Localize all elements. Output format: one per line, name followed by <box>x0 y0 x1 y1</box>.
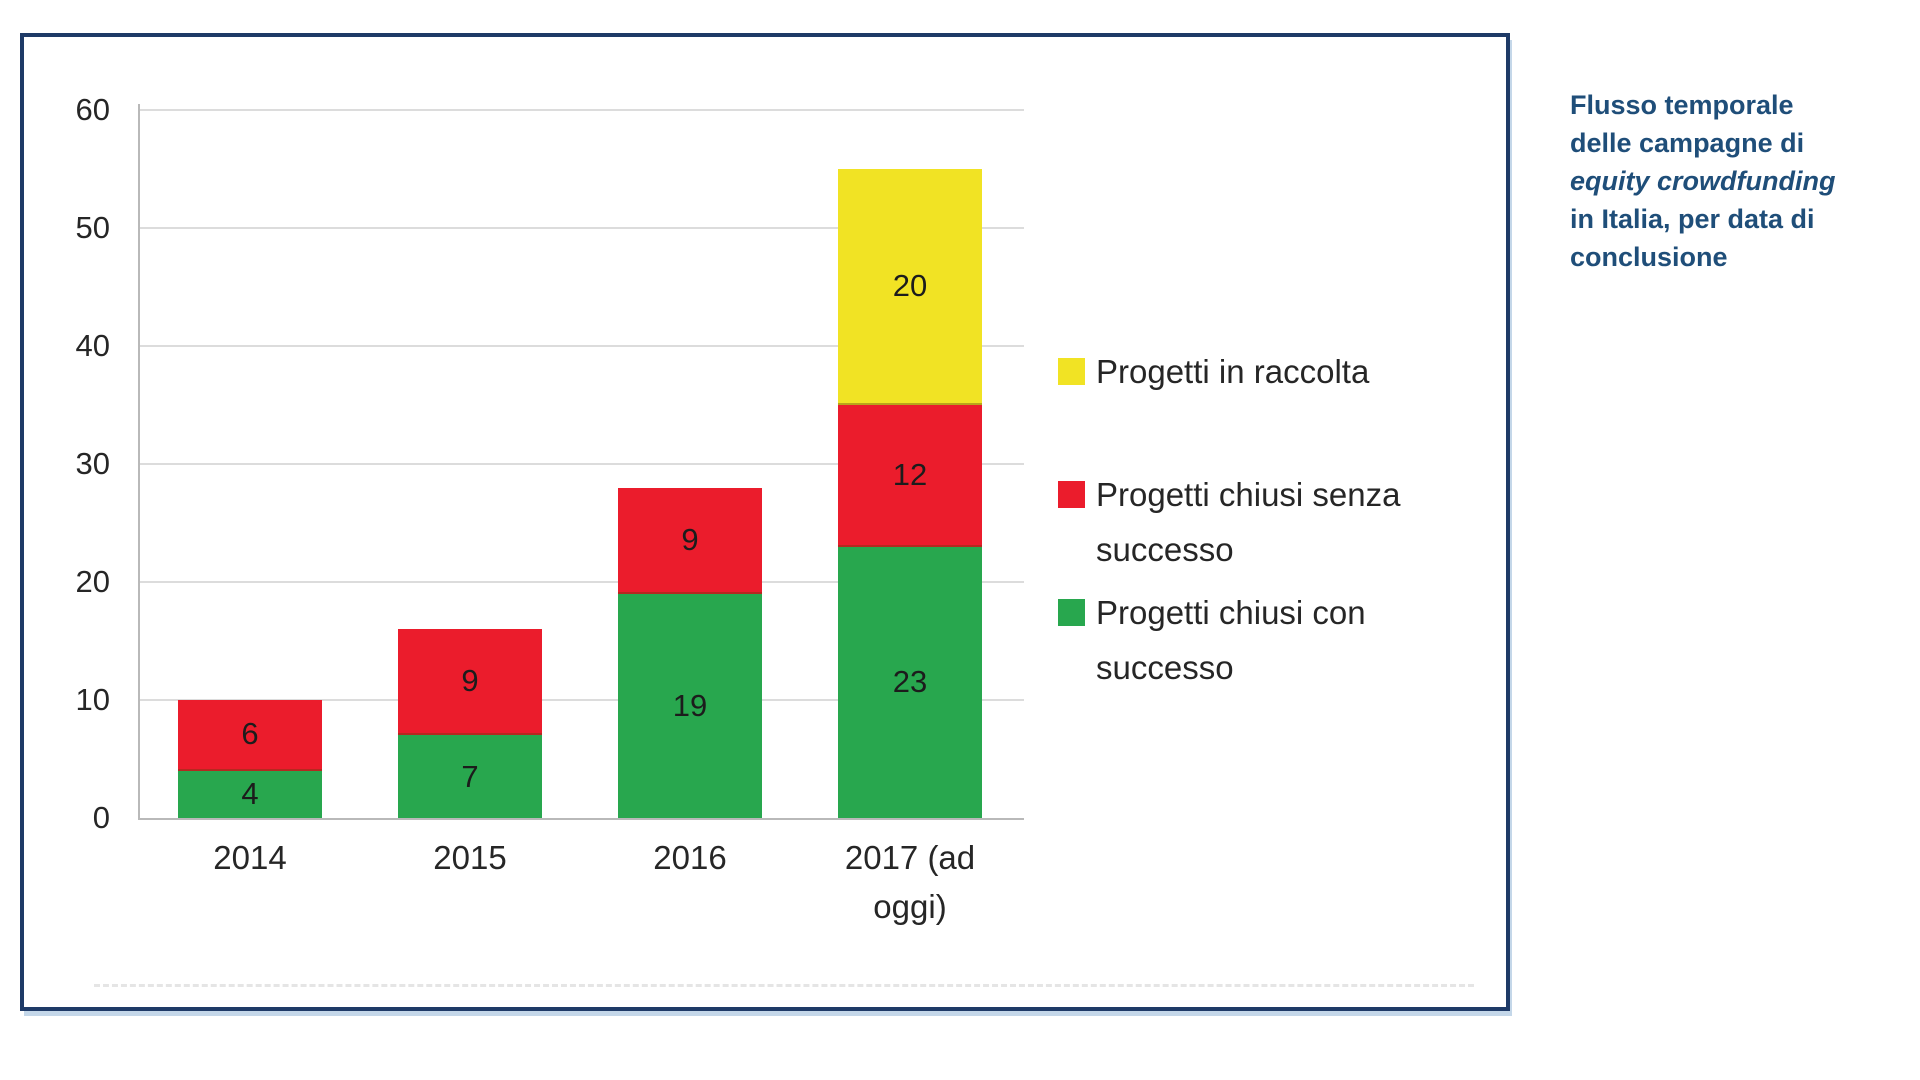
gridline-y-60 <box>140 109 1024 111</box>
y-tick-label-50: 50 <box>75 210 110 245</box>
bar-2017adoggi-segment-1: 12 <box>838 405 982 547</box>
legend-marker-icon <box>1058 358 1085 385</box>
legend-label: Progetti chiusi con successo <box>1096 594 1366 686</box>
bar-value-label: 19 <box>672 687 708 723</box>
x-axis-label-4: 2017 (ad oggi) <box>844 839 976 925</box>
legend-marker-icon <box>1058 599 1085 626</box>
legend-item-3: Progetti chiusi con successo <box>1058 585 1481 695</box>
caption-line-3: equity crowdfunding <box>1570 166 1836 196</box>
legend-label: Progetti in raccolta <box>1096 353 1370 390</box>
bar-value-label: 4 <box>241 776 259 812</box>
bar-value-label: 6 <box>241 716 259 752</box>
caption-line-2: delle campagne di <box>1570 128 1805 158</box>
gridline-y-40 <box>140 345 1024 347</box>
gridline-y-30 <box>140 463 1024 465</box>
y-axis-line <box>138 104 140 820</box>
y-tick-label-40: 40 <box>75 328 110 363</box>
y-tick-label-20: 20 <box>75 564 110 599</box>
x-axis-label-3: 2016 <box>653 839 727 876</box>
bar-2014-segment-1: 6 <box>178 700 322 771</box>
bar-2015-segment-0: 7 <box>398 735 542 818</box>
bar-value-label: 12 <box>892 456 928 492</box>
bar-value-label: 20 <box>892 268 928 303</box>
y-tick-label-0: 0 <box>92 800 110 835</box>
y-tick-label-30: 30 <box>75 446 110 481</box>
caption-line-4: in Italia, per data di <box>1570 204 1815 234</box>
bar-2017adoggi-segment-0: 23 <box>838 546 982 818</box>
x-axis-label-1: 2014 <box>213 839 287 876</box>
gridline-y-10 <box>140 699 1024 701</box>
bar-2015-segment-1: 9 <box>398 629 542 736</box>
x-axis-line <box>138 818 1024 820</box>
caption-line-1: Flusso temporale <box>1570 90 1794 120</box>
plot-area: 0 10 20 30 40 50 60 4 6 2014 7 9 2015 19 9 2016 23 12 20 20… <box>24 37 1506 1007</box>
bar-2016-segment-0: 19 <box>618 593 762 818</box>
legend-marker-icon <box>1058 481 1085 508</box>
bar-value-label: 9 <box>461 663 479 699</box>
chart-frame: 0 10 20 30 40 50 60 4 6 2014 7 9 2015 19 9 2016 23 12 20 20… <box>20 33 1510 1011</box>
x-axis-label-2: 2015 <box>433 839 507 876</box>
bar-2014-segment-0: 4 <box>178 770 322 818</box>
bar-value-label: 7 <box>461 758 479 794</box>
legend-label: Progetti chiusi senza successo <box>1096 476 1401 568</box>
bar-value-label: 23 <box>892 664 928 700</box>
gridline-y-50 <box>140 227 1024 229</box>
chart-caption: Flusso temporale delle campagne di equity … <box>1570 86 1890 276</box>
bar-2016-segment-1: 9 <box>618 487 762 594</box>
legend-item-2: Progetti chiusi senza successo <box>1058 467 1481 577</box>
gridline-y-20 <box>140 581 1024 583</box>
legend-item-1: Progetti in raccolta <box>1058 344 1369 399</box>
caption-line-5: conclusione <box>1570 242 1728 272</box>
bar-2017adoggi-segment-2: 20 <box>838 169 982 405</box>
y-tick-label-60: 60 <box>75 92 110 127</box>
y-tick-label-10: 10 <box>75 682 110 717</box>
bottom-dashed-line <box>94 984 1474 987</box>
bar-value-label: 9 <box>681 521 699 557</box>
